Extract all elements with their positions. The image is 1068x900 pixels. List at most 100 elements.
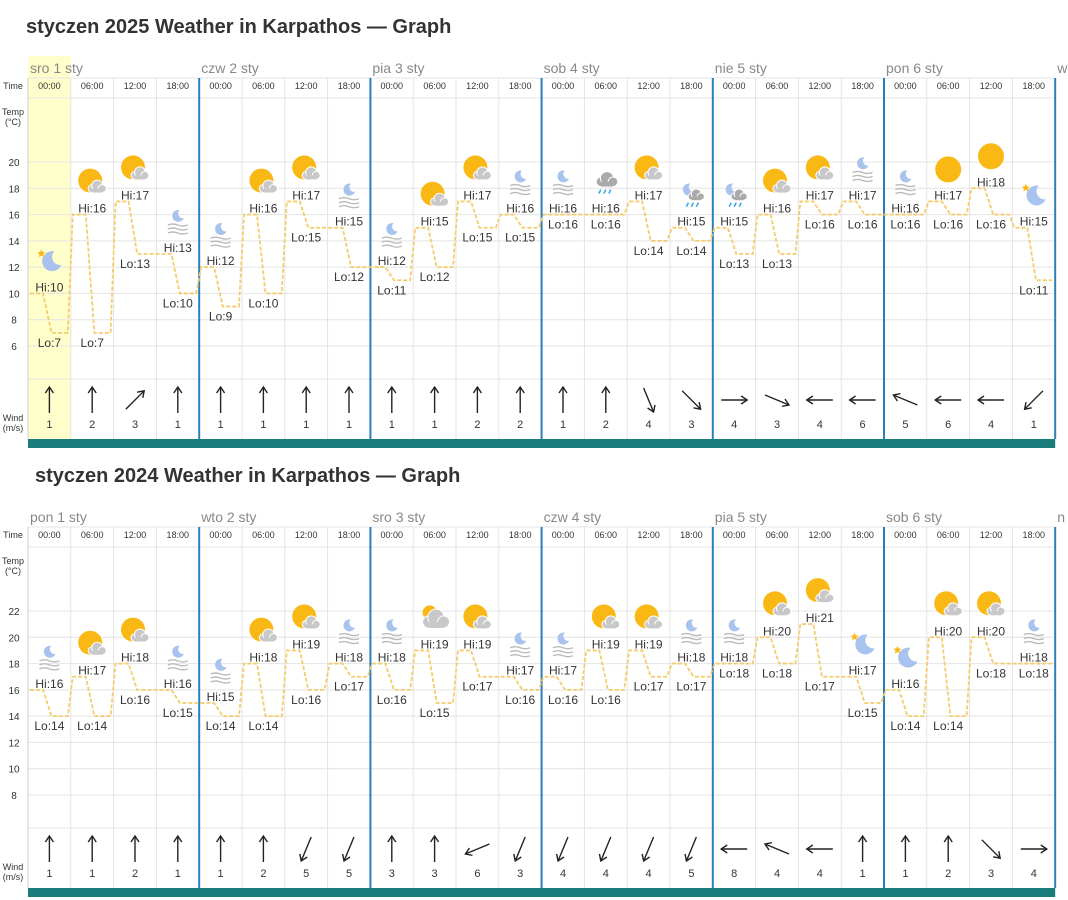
temp-hi-label: Hi:17 xyxy=(549,664,577,678)
forecast-slot: Hi:18 Lo:16 2 xyxy=(120,617,150,880)
temp-lo-label: Lo:13 xyxy=(120,257,150,271)
day-label: wto 2 sty xyxy=(200,509,256,525)
wind-speed-label: 1 xyxy=(560,419,566,431)
temp-hi-label: Hi:17 xyxy=(292,188,320,202)
time-label: 18:00 xyxy=(1023,81,1046,91)
temp-lo-label: Lo:16 xyxy=(291,693,321,707)
temp-lo-label: Lo:17 xyxy=(676,680,706,694)
wind-arrow-icon xyxy=(764,394,791,408)
temp-hi-label: Hi:20 xyxy=(977,624,1005,638)
wind-arrow-icon xyxy=(387,385,397,413)
day-label: sro 1 sty xyxy=(30,60,83,76)
current-time-highlight xyxy=(28,56,71,439)
temp-hi-label: Hi:18 xyxy=(335,651,363,665)
day-label: pon 1 sty xyxy=(30,509,87,525)
forecast-slot: Hi:15 Lo:14 1 xyxy=(206,658,236,880)
moon-fog-icon xyxy=(381,222,403,248)
forecast-slot: Hi:19 Lo:16 5 xyxy=(291,604,322,880)
temp-lo-label: Lo:16 xyxy=(548,218,578,232)
sun-cloud-icon xyxy=(78,630,107,656)
forecast-slot: Hi:18 Lo:18 8 xyxy=(719,619,750,880)
y-tick-label: 10 xyxy=(8,765,20,776)
temp-hi-label: Hi:18 xyxy=(378,651,406,665)
time-label: 18:00 xyxy=(338,530,361,540)
time-label: 12:00 xyxy=(809,81,832,91)
temp-lo-label: Lo:16 xyxy=(848,218,878,232)
forecast-slot: Hi:18 Lo:16 3 xyxy=(377,619,407,880)
time-label: 18:00 xyxy=(167,81,190,91)
moon-fog-icon xyxy=(509,170,531,196)
temp-hi-label: Hi:16 xyxy=(164,677,192,691)
forecast-slot: Hi:20 Lo:18 3 xyxy=(976,591,1006,880)
wind-arrow-icon xyxy=(805,395,833,405)
wind-speed-label: 5 xyxy=(303,868,309,880)
temp-lo-label: Lo:13 xyxy=(719,257,749,271)
temp-lo-label: Lo:14 xyxy=(676,244,706,258)
wind-row-label: Wind (m/s) xyxy=(2,862,24,882)
temp-hi-label: Hi:18 xyxy=(249,651,277,665)
forecast-slot: Hi:16 Lo:10 1 xyxy=(248,168,279,431)
wind-speed-label: 1 xyxy=(218,868,224,880)
temp-hi-label: Hi:16 xyxy=(35,677,63,691)
temp-lo-label: Lo:16 xyxy=(120,693,150,707)
time-label: 06:00 xyxy=(423,81,446,91)
temp-lo-label: Lo:14 xyxy=(634,244,664,258)
moon-fog-icon xyxy=(723,619,745,645)
wind-arrow-icon xyxy=(763,841,790,855)
y-tick-label: 22 xyxy=(8,607,20,618)
forecast-slot: Hi:16 Lo:14 1 xyxy=(890,645,921,880)
forecast-slot: Hi:17 Lo:15 1 xyxy=(291,155,322,431)
temp-hi-label: Hi:19 xyxy=(463,637,491,651)
forecast-slot: Hi:12 Lo:9 1 xyxy=(207,222,235,431)
day-label: nie 5 sty xyxy=(715,60,767,76)
temp-lo-label: Lo:15 xyxy=(163,706,193,720)
temp-hi-label: Hi:17 xyxy=(849,188,877,202)
time-label: 06:00 xyxy=(595,81,618,91)
wind-arrow-icon xyxy=(173,385,183,413)
time-label: 12:00 xyxy=(637,530,660,540)
temp-hi-label: Hi:17 xyxy=(121,188,149,202)
wind-arrow-icon xyxy=(299,836,312,863)
time-label: 12:00 xyxy=(124,530,147,540)
next-day-label-partial: w xyxy=(1056,60,1068,76)
y-tick-label: 8 xyxy=(11,316,17,327)
temp-hi-label: Hi:19 xyxy=(635,637,663,651)
wind-speed-label: 3 xyxy=(432,868,438,880)
time-label: 18:00 xyxy=(509,81,532,91)
temp-hi-label: Hi:16 xyxy=(549,202,577,216)
wind-arrow-icon xyxy=(125,389,146,410)
forecast-slot: Hi:15 Lo:12 1 xyxy=(334,183,364,431)
temp-hi-label: Hi:19 xyxy=(421,637,449,651)
time-row-label: Time xyxy=(3,530,23,540)
sun-icon xyxy=(978,143,1004,170)
time-label: 06:00 xyxy=(423,530,446,540)
time-label: 06:00 xyxy=(595,530,618,540)
wind-arrow-icon xyxy=(258,385,268,413)
wind-speed-label: 4 xyxy=(1031,868,1037,880)
temp-hi-label: Hi:13 xyxy=(164,241,192,255)
cloud-sun-icon xyxy=(422,605,451,629)
forecast-slot: Hi:16 Lo:15 2 xyxy=(505,170,536,431)
time-label: 00:00 xyxy=(209,81,232,91)
moon-cloud-rain-icon xyxy=(725,183,748,208)
wind-speed-label: 2 xyxy=(945,868,951,880)
y-tick-label: 6 xyxy=(11,342,17,353)
temp-hi-label: Hi:18 xyxy=(720,651,748,665)
sun-cloud-icon xyxy=(763,168,792,194)
sun-cloud-icon xyxy=(463,604,492,629)
time-label: 00:00 xyxy=(38,530,61,540)
sun-icon xyxy=(935,156,962,183)
sun-cloud-icon xyxy=(78,168,107,194)
temp-lo-label: Lo:16 xyxy=(890,218,920,232)
wind-speed-label: 1 xyxy=(389,419,395,431)
temp-lo-label: Lo:17 xyxy=(462,680,492,694)
temp-hi-label: Hi:15 xyxy=(335,215,363,229)
wind-arrow-icon xyxy=(558,385,568,413)
day-label: sob 4 sty xyxy=(544,60,600,76)
wind-arrow-icon xyxy=(387,834,397,862)
temp-axis-label: Temp (°C) xyxy=(1,556,24,576)
wind-speed-label: 2 xyxy=(89,419,95,431)
wind-arrow-icon xyxy=(464,843,490,857)
sun-cloud-icon xyxy=(977,591,1006,616)
